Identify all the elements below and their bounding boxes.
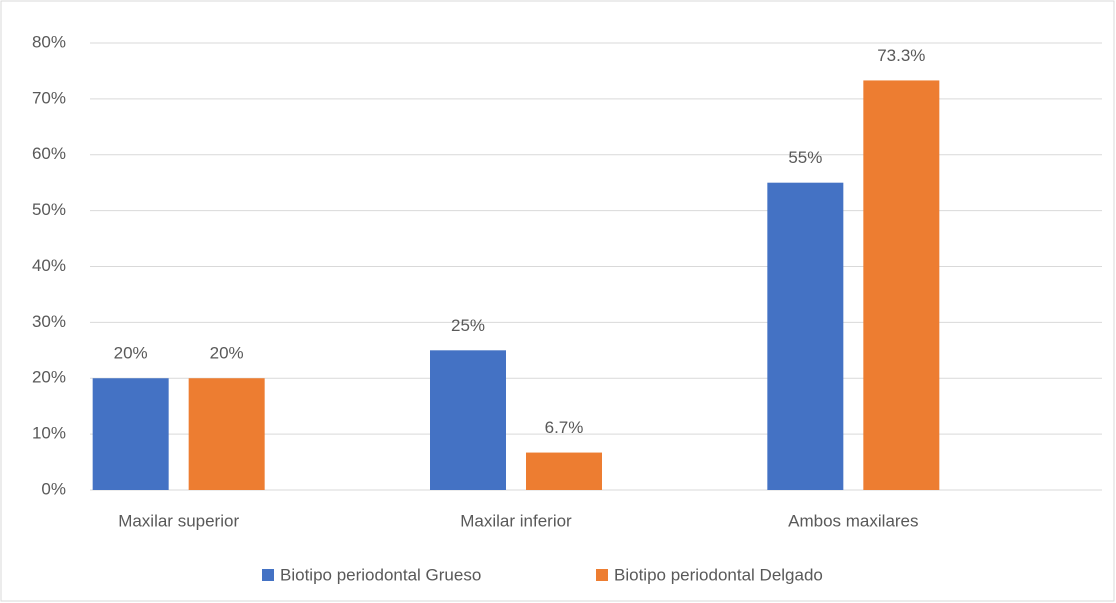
data-label: 25% [451,316,485,335]
legend-swatch [596,569,608,581]
y-tick-label: 0% [41,479,66,498]
bar [188,378,265,490]
data-label: 20% [210,344,244,363]
data-label: 20% [114,344,148,363]
data-label: 6.7% [545,418,584,437]
y-tick-label: 10% [32,424,66,443]
bar [430,350,506,490]
legend-label: Biotipo periodontal Delgado [614,565,823,584]
bar [526,452,602,490]
data-label: 73.3% [877,46,925,65]
legend-swatch [262,569,274,581]
x-tick-label: Maxilar inferior [460,511,572,530]
y-tick-label: 30% [32,312,66,331]
x-tick-label: Ambos maxilares [788,511,918,530]
x-tick-label: Maxilar superior [118,511,239,530]
y-tick-label: 20% [32,368,66,387]
data-label: 55% [788,148,822,167]
y-tick-label: 50% [32,200,66,219]
y-tick-label: 70% [32,88,66,107]
y-tick-label: 60% [32,144,66,163]
y-tick-label: 80% [32,32,66,51]
bar [767,182,844,490]
bar [92,378,169,490]
bar [863,80,940,490]
y-tick-label: 40% [32,256,66,275]
legend-label: Biotipo periodontal Grueso [280,565,481,584]
